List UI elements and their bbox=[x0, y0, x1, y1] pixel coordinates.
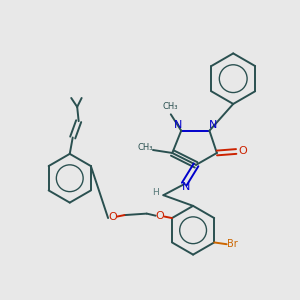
Text: CH₃: CH₃ bbox=[162, 101, 178, 110]
Text: CH₃: CH₃ bbox=[138, 142, 153, 152]
Text: O: O bbox=[238, 146, 247, 157]
Text: N: N bbox=[173, 120, 182, 130]
Text: Br: Br bbox=[227, 239, 238, 249]
Text: O: O bbox=[156, 211, 164, 221]
Text: N: N bbox=[182, 182, 190, 192]
Text: H: H bbox=[152, 188, 158, 197]
Text: N: N bbox=[209, 120, 217, 130]
Text: O: O bbox=[108, 212, 117, 222]
